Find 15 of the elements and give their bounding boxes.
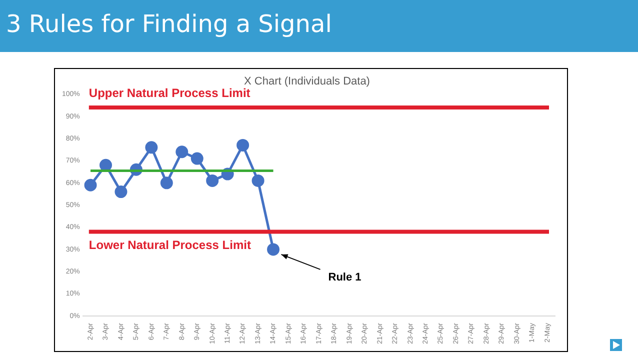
point <box>145 141 158 154</box>
chart-title: 3 Rules for Finding a Signal <box>6 10 332 38</box>
point <box>176 146 188 158</box>
point <box>206 174 219 187</box>
ref-line-label: Upper Natural Process Limit <box>88 86 250 100</box>
point <box>236 138 250 152</box>
point <box>190 152 204 165</box>
point <box>84 178 97 192</box>
point <box>160 176 173 190</box>
chart-subtitle: X Chart (Individuals Data) <box>244 76 370 88</box>
ref-line-label: Lower Natural Process Limit <box>88 238 251 252</box>
annotation: Rule 1 <box>328 271 362 284</box>
point <box>267 243 280 256</box>
point <box>252 174 264 187</box>
point <box>114 186 128 198</box>
